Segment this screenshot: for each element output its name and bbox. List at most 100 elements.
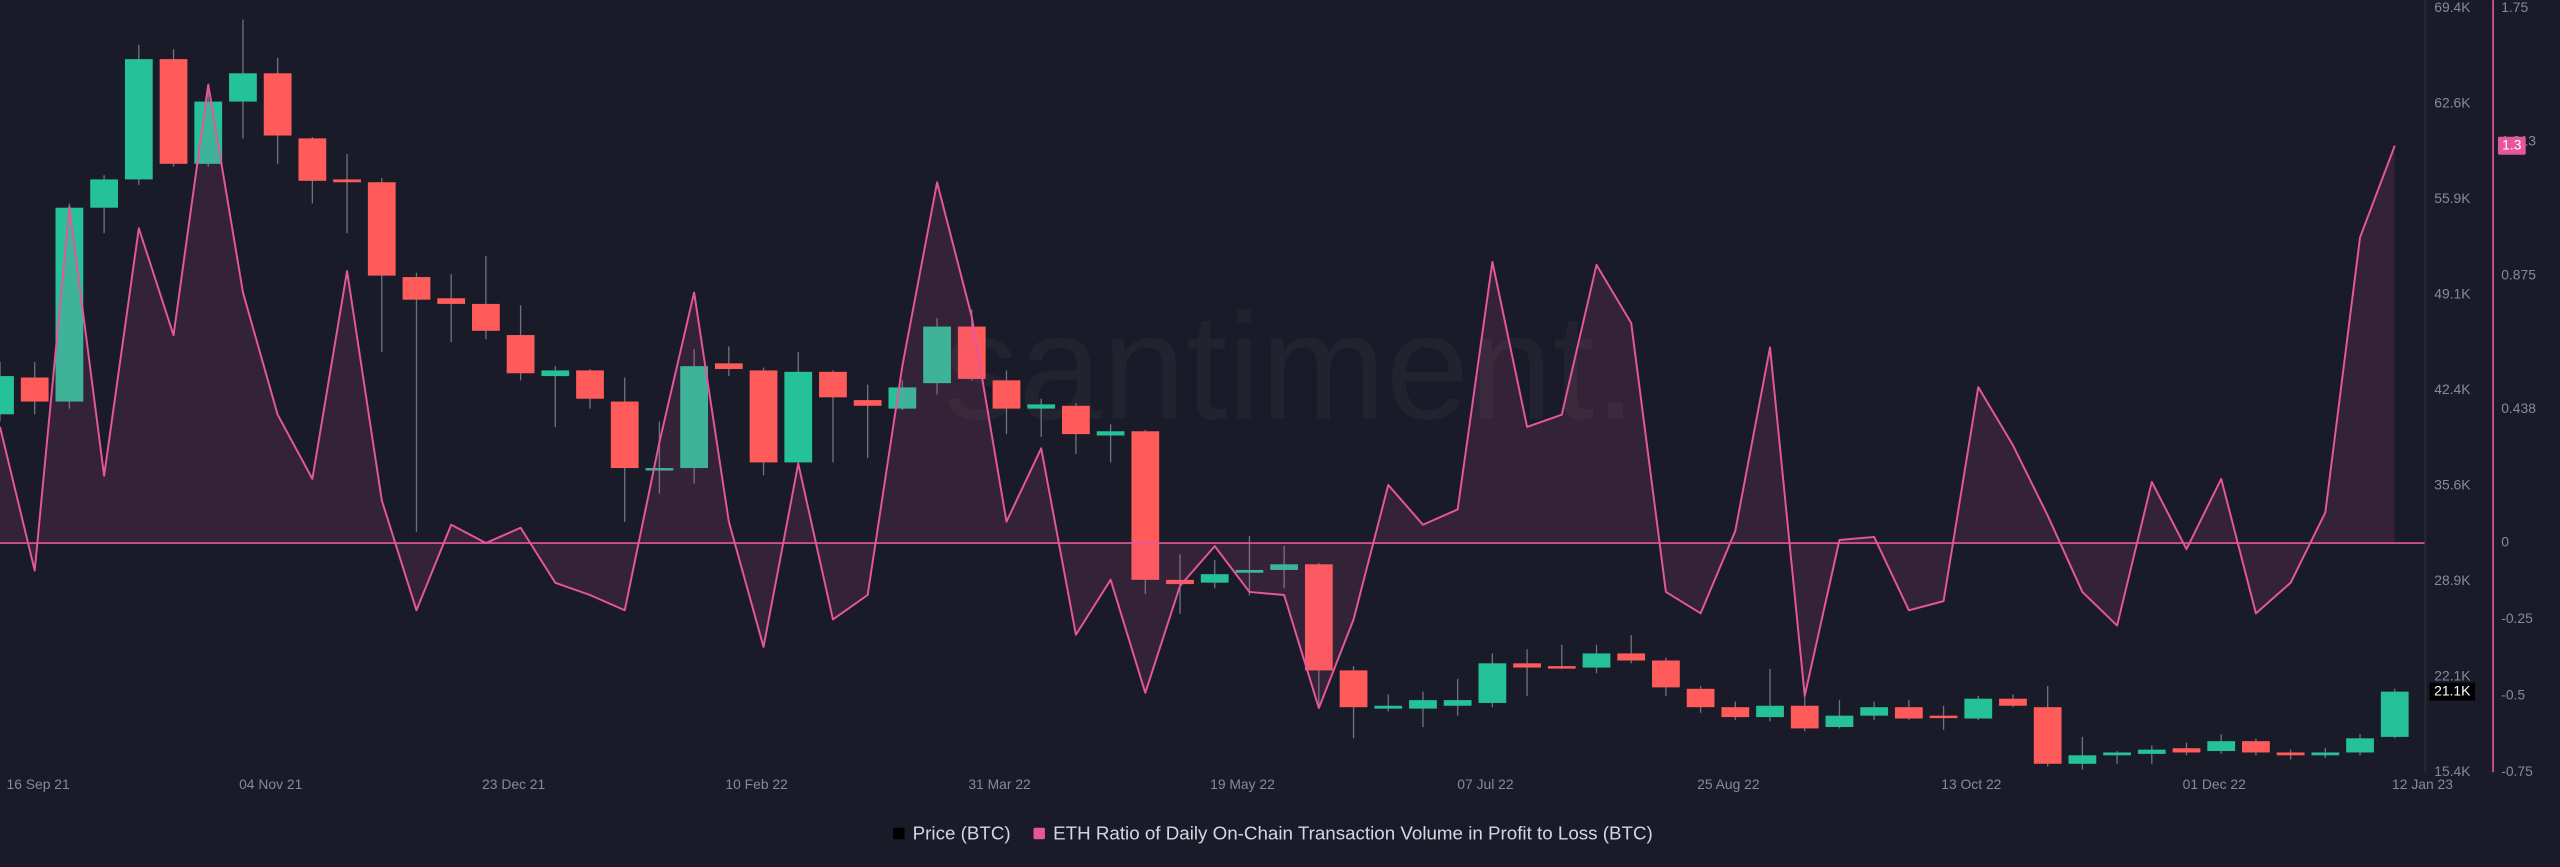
candle-body <box>1200 574 1229 583</box>
candle-body <box>333 179 361 183</box>
x-tick-label: 31 Mar 22 <box>968 776 1031 792</box>
candle-body <box>1756 705 1784 718</box>
candle-body <box>20 377 49 402</box>
candle-body <box>1547 666 1576 669</box>
candle-body <box>784 371 813 463</box>
candle-body <box>90 179 119 208</box>
y2-tick-label: -0.5 <box>2501 687 2525 703</box>
x-tick-label: 12 Jan 23 <box>2392 776 2453 792</box>
candle-body <box>1894 707 1923 719</box>
y2-tick-label: -0.75 <box>2501 763 2533 779</box>
candle-body <box>923 326 951 384</box>
candle-body <box>263 73 292 136</box>
candle-body <box>402 277 431 300</box>
candle-body <box>1478 663 1507 703</box>
candle-body <box>1721 707 1750 718</box>
candle-body <box>1062 405 1090 435</box>
candle-body <box>2033 707 2062 764</box>
candle-body <box>610 401 639 469</box>
y-tick-label: 42.4K <box>2434 381 2471 397</box>
y-tick-label: 62.6K <box>2434 94 2471 110</box>
current-value-box <box>2429 682 2476 701</box>
x-tick-label: 19 May 22 <box>1210 776 1275 792</box>
x-tick-label: 04 Nov 21 <box>239 776 302 792</box>
candle-body <box>1096 431 1125 436</box>
candle-body <box>714 363 743 370</box>
candle-body <box>1409 700 1437 709</box>
current-value-label: 21.1K <box>2434 682 2471 698</box>
candle-body <box>2311 752 2340 756</box>
candle-body <box>680 366 709 469</box>
candle-body <box>541 370 570 377</box>
candle-body <box>1652 660 1680 688</box>
x-tick-label: 13 Oct 22 <box>1941 776 2001 792</box>
candle-body <box>506 335 535 374</box>
x-tick-label: 07 Jul 22 <box>1457 776 1514 792</box>
candle-body <box>1513 663 1541 668</box>
y-tick-label: 15.4K <box>2434 763 2471 779</box>
candle-body <box>1999 698 2027 706</box>
legend-label: Price (BTC) <box>913 822 1011 843</box>
candle-body <box>1304 564 1333 671</box>
y2-tick-label: 1.75 <box>2501 0 2528 15</box>
candle-body <box>1443 700 1472 706</box>
candle-body <box>1270 564 1299 570</box>
candle-body <box>1166 579 1194 585</box>
candle-body <box>1027 404 1056 409</box>
y2-tick-label: 0.438 <box>2501 400 2536 416</box>
candle-body <box>749 370 778 463</box>
candle-body <box>2068 755 2097 764</box>
y2-tick-label: 0 <box>2501 534 2509 550</box>
candle-body <box>2103 752 2131 756</box>
candle-body <box>2380 691 2409 737</box>
candle-body <box>1860 707 1889 716</box>
candle-body <box>2242 741 2270 753</box>
legend-label: ETH Ratio of Daily On-Chain Transaction … <box>1053 822 1653 843</box>
y2-tick-label: -0.25 <box>2501 610 2533 626</box>
x-tick-label: 23 Dec 21 <box>482 776 545 792</box>
candle-body <box>2276 752 2305 756</box>
legend-swatch <box>1033 827 1045 840</box>
candle-body <box>0 376 14 415</box>
candle-body <box>1617 653 1646 661</box>
candle-body <box>645 468 674 471</box>
plot-area <box>0 19 2425 770</box>
candle-body <box>1339 670 1368 708</box>
ratio-area <box>0 84 2395 709</box>
legend-swatch <box>893 827 905 840</box>
candle-body <box>298 138 327 181</box>
y-tick-label: 28.9K <box>2434 572 2471 588</box>
candle-body <box>367 182 396 276</box>
y-tick-label: 55.9K <box>2434 190 2471 206</box>
y-tick-label: 49.1K <box>2434 285 2471 301</box>
candle-body <box>1929 715 1958 719</box>
y2-tick-label: 0.875 <box>2501 266 2536 282</box>
candle-body <box>1686 688 1715 708</box>
candle-body <box>437 298 466 304</box>
candle-body <box>576 370 604 399</box>
candle-body <box>124 59 153 180</box>
current-value-label: 1.3 <box>2502 136 2522 152</box>
x-tick-label: 01 Dec 22 <box>2183 776 2246 792</box>
candle-body <box>2137 749 2166 754</box>
y-tick-label: 69.4K <box>2434 0 2471 15</box>
candle-body <box>1790 705 1819 729</box>
candle-body <box>1374 705 1403 709</box>
candle-body <box>888 387 917 409</box>
ratio-line <box>0 83 2396 710</box>
candle-body <box>1131 431 1160 580</box>
y-tick-label: 35.6K <box>2434 476 2471 492</box>
x-tick-label: 10 Feb 22 <box>725 776 788 792</box>
candle-body <box>2172 748 2201 753</box>
candle-body <box>992 380 1021 409</box>
candle-body <box>159 59 188 164</box>
candle-body <box>1964 698 1993 719</box>
candle-body <box>853 400 882 406</box>
candle-body <box>472 303 500 331</box>
candle-body <box>819 371 847 398</box>
candle-body <box>2346 738 2374 753</box>
y-tick-label: 22.1K <box>2434 667 2471 683</box>
current-value-box <box>2497 136 2526 155</box>
